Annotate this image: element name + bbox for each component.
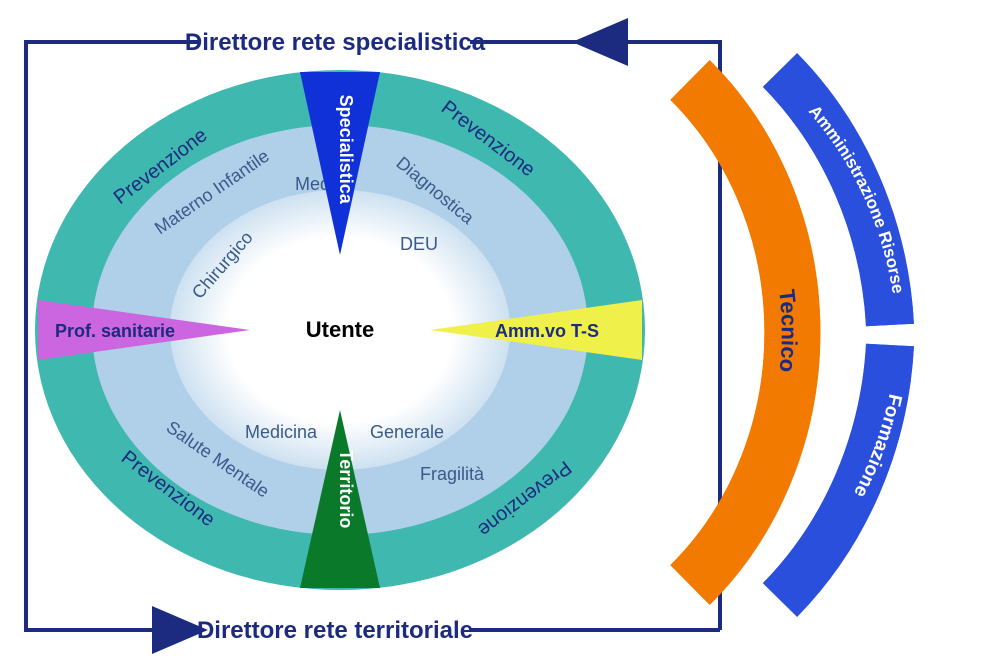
lbl-generale: Generale xyxy=(370,422,444,442)
title-bottom: Direttore rete territoriale xyxy=(197,617,473,644)
title-top: Direttore rete specialistica xyxy=(185,29,486,56)
lbl-deu: DEU xyxy=(400,234,438,254)
center-label: Utente xyxy=(306,317,374,342)
lbl-fragilita: Fragilità xyxy=(420,464,485,484)
tri-left-label: Prof. sanitarie xyxy=(55,321,175,341)
tri-bottom-label: Territorio xyxy=(336,450,356,529)
diagram-root: Direttore rete specialistica Direttore r… xyxy=(0,0,991,665)
lbl-medicina: Medicina xyxy=(245,422,318,442)
tri-top-label: Specialistica xyxy=(336,95,356,205)
arc-tecnico-label: Tecnico xyxy=(774,288,802,374)
tri-right-label: Amm.vo T-S xyxy=(495,321,599,341)
